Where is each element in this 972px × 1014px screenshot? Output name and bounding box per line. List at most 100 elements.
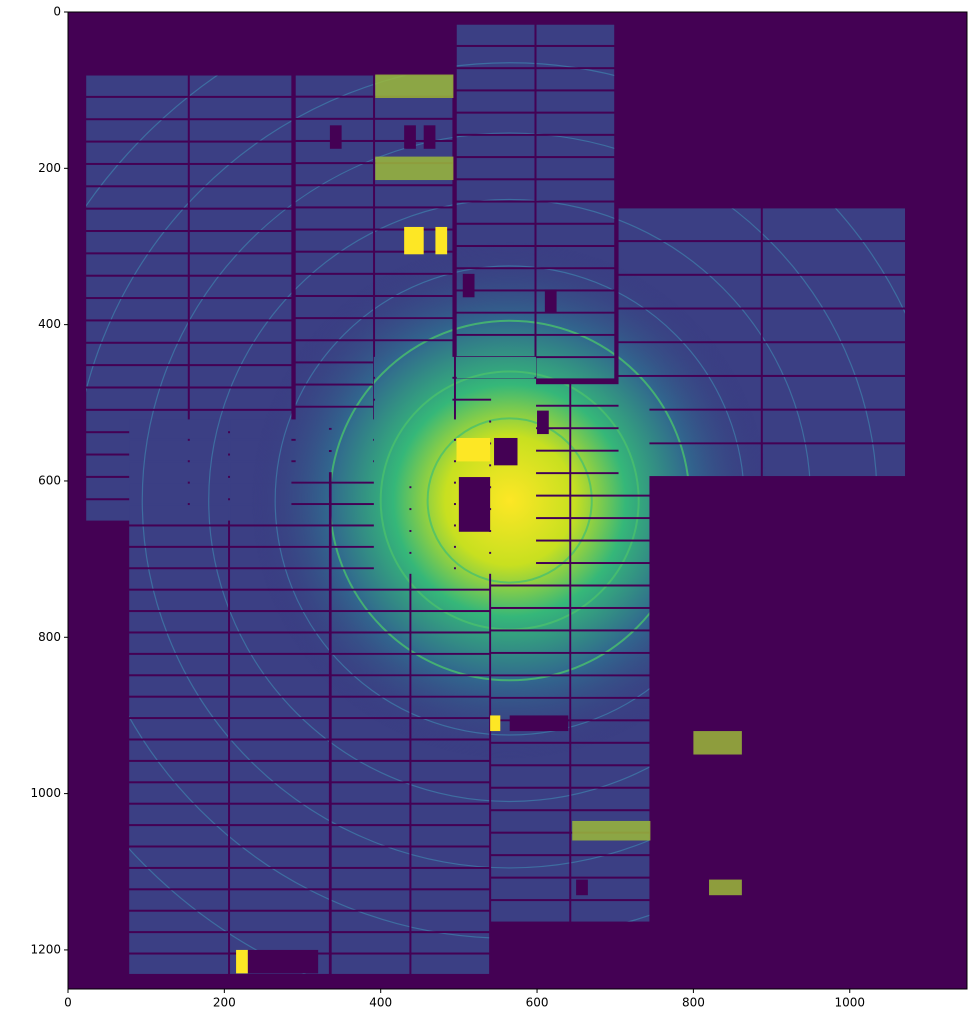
detector-panel: [86, 210, 188, 230]
saturated-region: [457, 438, 491, 461]
detector-panel: [332, 762, 410, 781]
detector-panel: [190, 344, 292, 364]
detector-panel: [491, 789, 569, 809]
detector-panel: [230, 762, 329, 781]
detector-panel: [129, 805, 228, 824]
detector-panel: [230, 740, 329, 759]
noisy-region: [709, 880, 742, 896]
detector-panel: [536, 203, 614, 223]
chart: 02004006008001000020040060080010001200: [0, 0, 972, 1014]
y-tick-label: 1200: [30, 942, 61, 956]
detector-panel: [129, 912, 228, 931]
masked-region: [494, 438, 517, 465]
detector-panel: [190, 254, 292, 274]
saturated-region: [490, 715, 500, 731]
detector-panel: [619, 242, 761, 274]
y-tick-label: 800: [38, 630, 61, 644]
detector-panel: [190, 210, 292, 230]
detector-panel: [190, 366, 292, 386]
masked-region: [545, 289, 557, 312]
masked-region: [330, 125, 342, 148]
detector-panel: [491, 766, 569, 786]
detector-panel: [296, 76, 373, 96]
x-tick-label: 400: [369, 996, 392, 1010]
detector-panel: [457, 203, 535, 223]
detector-panel: [536, 114, 614, 134]
detector-panel: [763, 343, 905, 375]
x-tick-label: 200: [213, 996, 236, 1010]
saturated-region: [435, 227, 447, 254]
detector-panel: [190, 299, 292, 319]
detector-panel: [129, 762, 228, 781]
detector-panel: [536, 180, 614, 200]
detector-panel: [190, 76, 292, 96]
detector-panel: [86, 98, 188, 118]
detector-panel: [332, 805, 410, 824]
detector-panel: [375, 98, 452, 118]
detector-panel: [332, 869, 410, 888]
detector-panel: [86, 321, 188, 341]
detector-panel: [129, 698, 228, 717]
detector-panel: [129, 740, 228, 759]
detector-panel: [296, 208, 373, 228]
x-tick-label: 600: [526, 996, 549, 1010]
detector-panel: [411, 955, 489, 974]
detector-panel: [190, 165, 292, 185]
detector-panel: [296, 186, 373, 206]
detector-panel: [129, 612, 228, 631]
detector-panel: [332, 826, 410, 845]
masked-region: [404, 125, 416, 148]
detector-panel: [763, 444, 905, 476]
detector-panel: [411, 805, 489, 824]
detector-panel: [230, 912, 329, 931]
detector-panel: [86, 76, 188, 96]
detector-panel: [332, 933, 410, 952]
detector-panel: [190, 98, 292, 118]
detector-panel: [129, 955, 228, 974]
detector-panel: [86, 143, 188, 163]
detector-panel: [457, 225, 535, 245]
detector-panel: [375, 186, 452, 206]
detector-panel: [129, 484, 228, 503]
detector-panel: [763, 310, 905, 342]
detector-panel: [411, 933, 489, 952]
detector-panel: [190, 277, 292, 297]
detector-panel: [332, 740, 410, 759]
detector-panel: [86, 165, 188, 185]
detector-panel: [411, 869, 489, 888]
noisy-region: [693, 731, 741, 754]
detector-panel: [86, 299, 188, 319]
saturated-region: [404, 227, 424, 254]
detector-panel: [491, 856, 569, 876]
detector-panel: [491, 834, 569, 854]
detector-panel: [86, 277, 188, 297]
detector-panel: [457, 158, 535, 178]
detector-panel: [86, 120, 188, 140]
x-tick-label: 800: [682, 996, 705, 1010]
detector-panel: [763, 242, 905, 274]
detector-panel: [129, 826, 228, 845]
plot-area: [0, 0, 972, 1014]
detector-panel: [457, 114, 535, 134]
detector-panel: [411, 890, 489, 909]
detector-panel: [129, 591, 228, 610]
detector-panel: [296, 98, 373, 118]
detector-panel: [86, 232, 188, 252]
detector-panel: [129, 505, 228, 524]
detector-panel: [763, 276, 905, 308]
detector-panel: [571, 901, 649, 921]
detector-panel: [129, 569, 228, 588]
detector-panel: [230, 848, 329, 867]
detector-panel: [332, 955, 410, 974]
y-tick-label: 0: [53, 5, 61, 19]
detector-panel: [536, 91, 614, 111]
detector-panel: [230, 698, 329, 717]
detector-panel: [230, 826, 329, 845]
x-tick-label: 1000: [834, 996, 865, 1010]
masked-region: [576, 880, 588, 896]
y-tick-label: 400: [38, 317, 61, 331]
detector-panel: [411, 762, 489, 781]
detector-panel: [296, 164, 373, 184]
detector-panel: [536, 225, 614, 245]
detector-panel: [129, 869, 228, 888]
